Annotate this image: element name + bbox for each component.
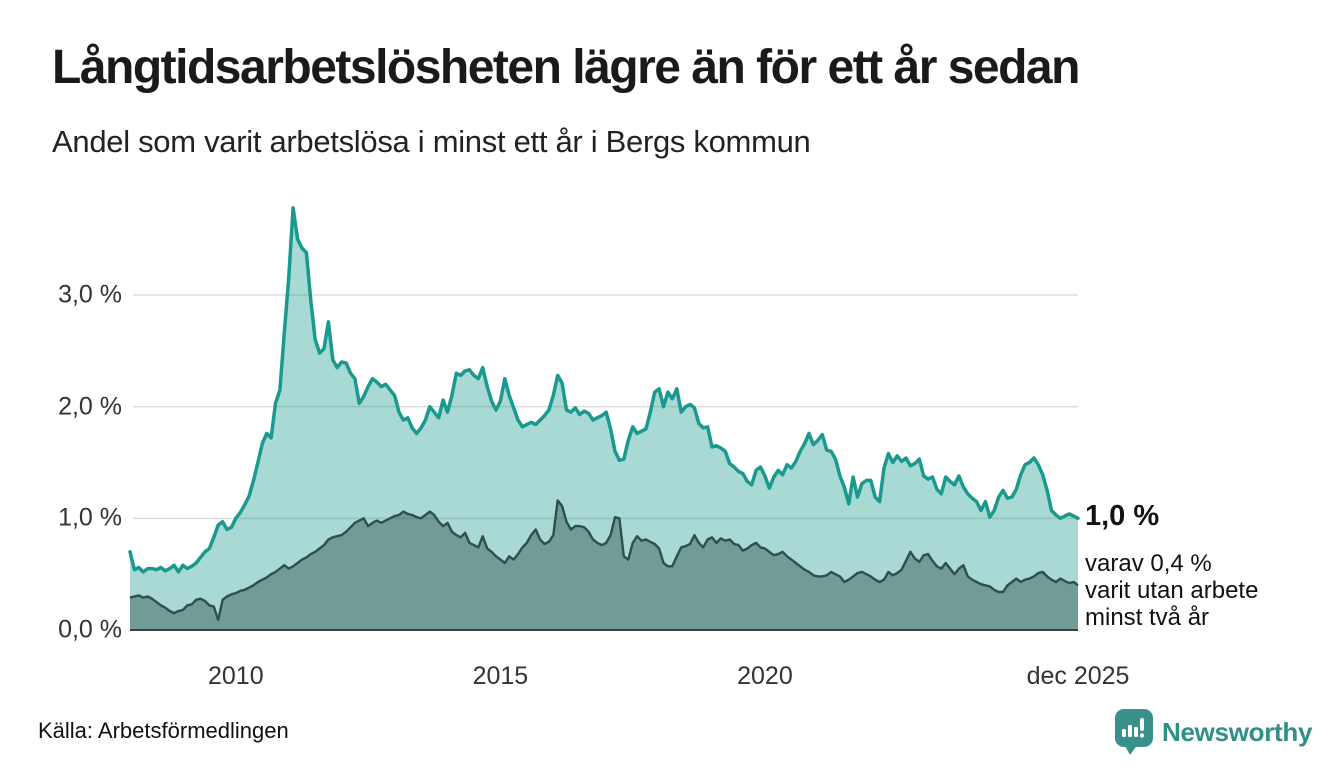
y-tick-label: 1,0 % [58, 503, 122, 532]
series1-line [128, 206, 1080, 574]
x-tick-label: 2010 [208, 662, 264, 690]
x-tick-label: 2020 [737, 662, 793, 690]
y-tick-label: 3,0 % [58, 280, 122, 309]
series2-line [129, 499, 1079, 622]
series2-area [130, 500, 1078, 630]
y-tick-label: 0,0 % [58, 615, 122, 644]
newsworthy-logo: Newsworthy [1114, 708, 1312, 756]
newsworthy-logo-icon [1115, 709, 1153, 755]
source-credit: Källa: Arbetsförmedlingen [38, 718, 289, 743]
sublabel-line-2: varit utan arbete [1085, 577, 1259, 604]
end-value-label: 1,0 % [1085, 500, 1160, 532]
sublabel-line-3: minst två år [1085, 604, 1210, 631]
x-tick-label: dec 2025 [1026, 662, 1130, 690]
page-subtitle: Andel som varit arbetslösa i minst ett å… [52, 124, 811, 159]
y-tick-label: 2,0 % [58, 392, 122, 421]
x-tick-label: 2015 [472, 662, 529, 690]
end-value-sublabel: varav 0,4 % varit utan arbete minst två … [1085, 550, 1258, 631]
sublabel-line-1: varav 0,4 % [1085, 550, 1212, 577]
newsworthy-logo-text: Newsworthy [1162, 716, 1313, 747]
page-title: Långtidsarbetslösheten lägre än för ett … [52, 41, 1080, 94]
